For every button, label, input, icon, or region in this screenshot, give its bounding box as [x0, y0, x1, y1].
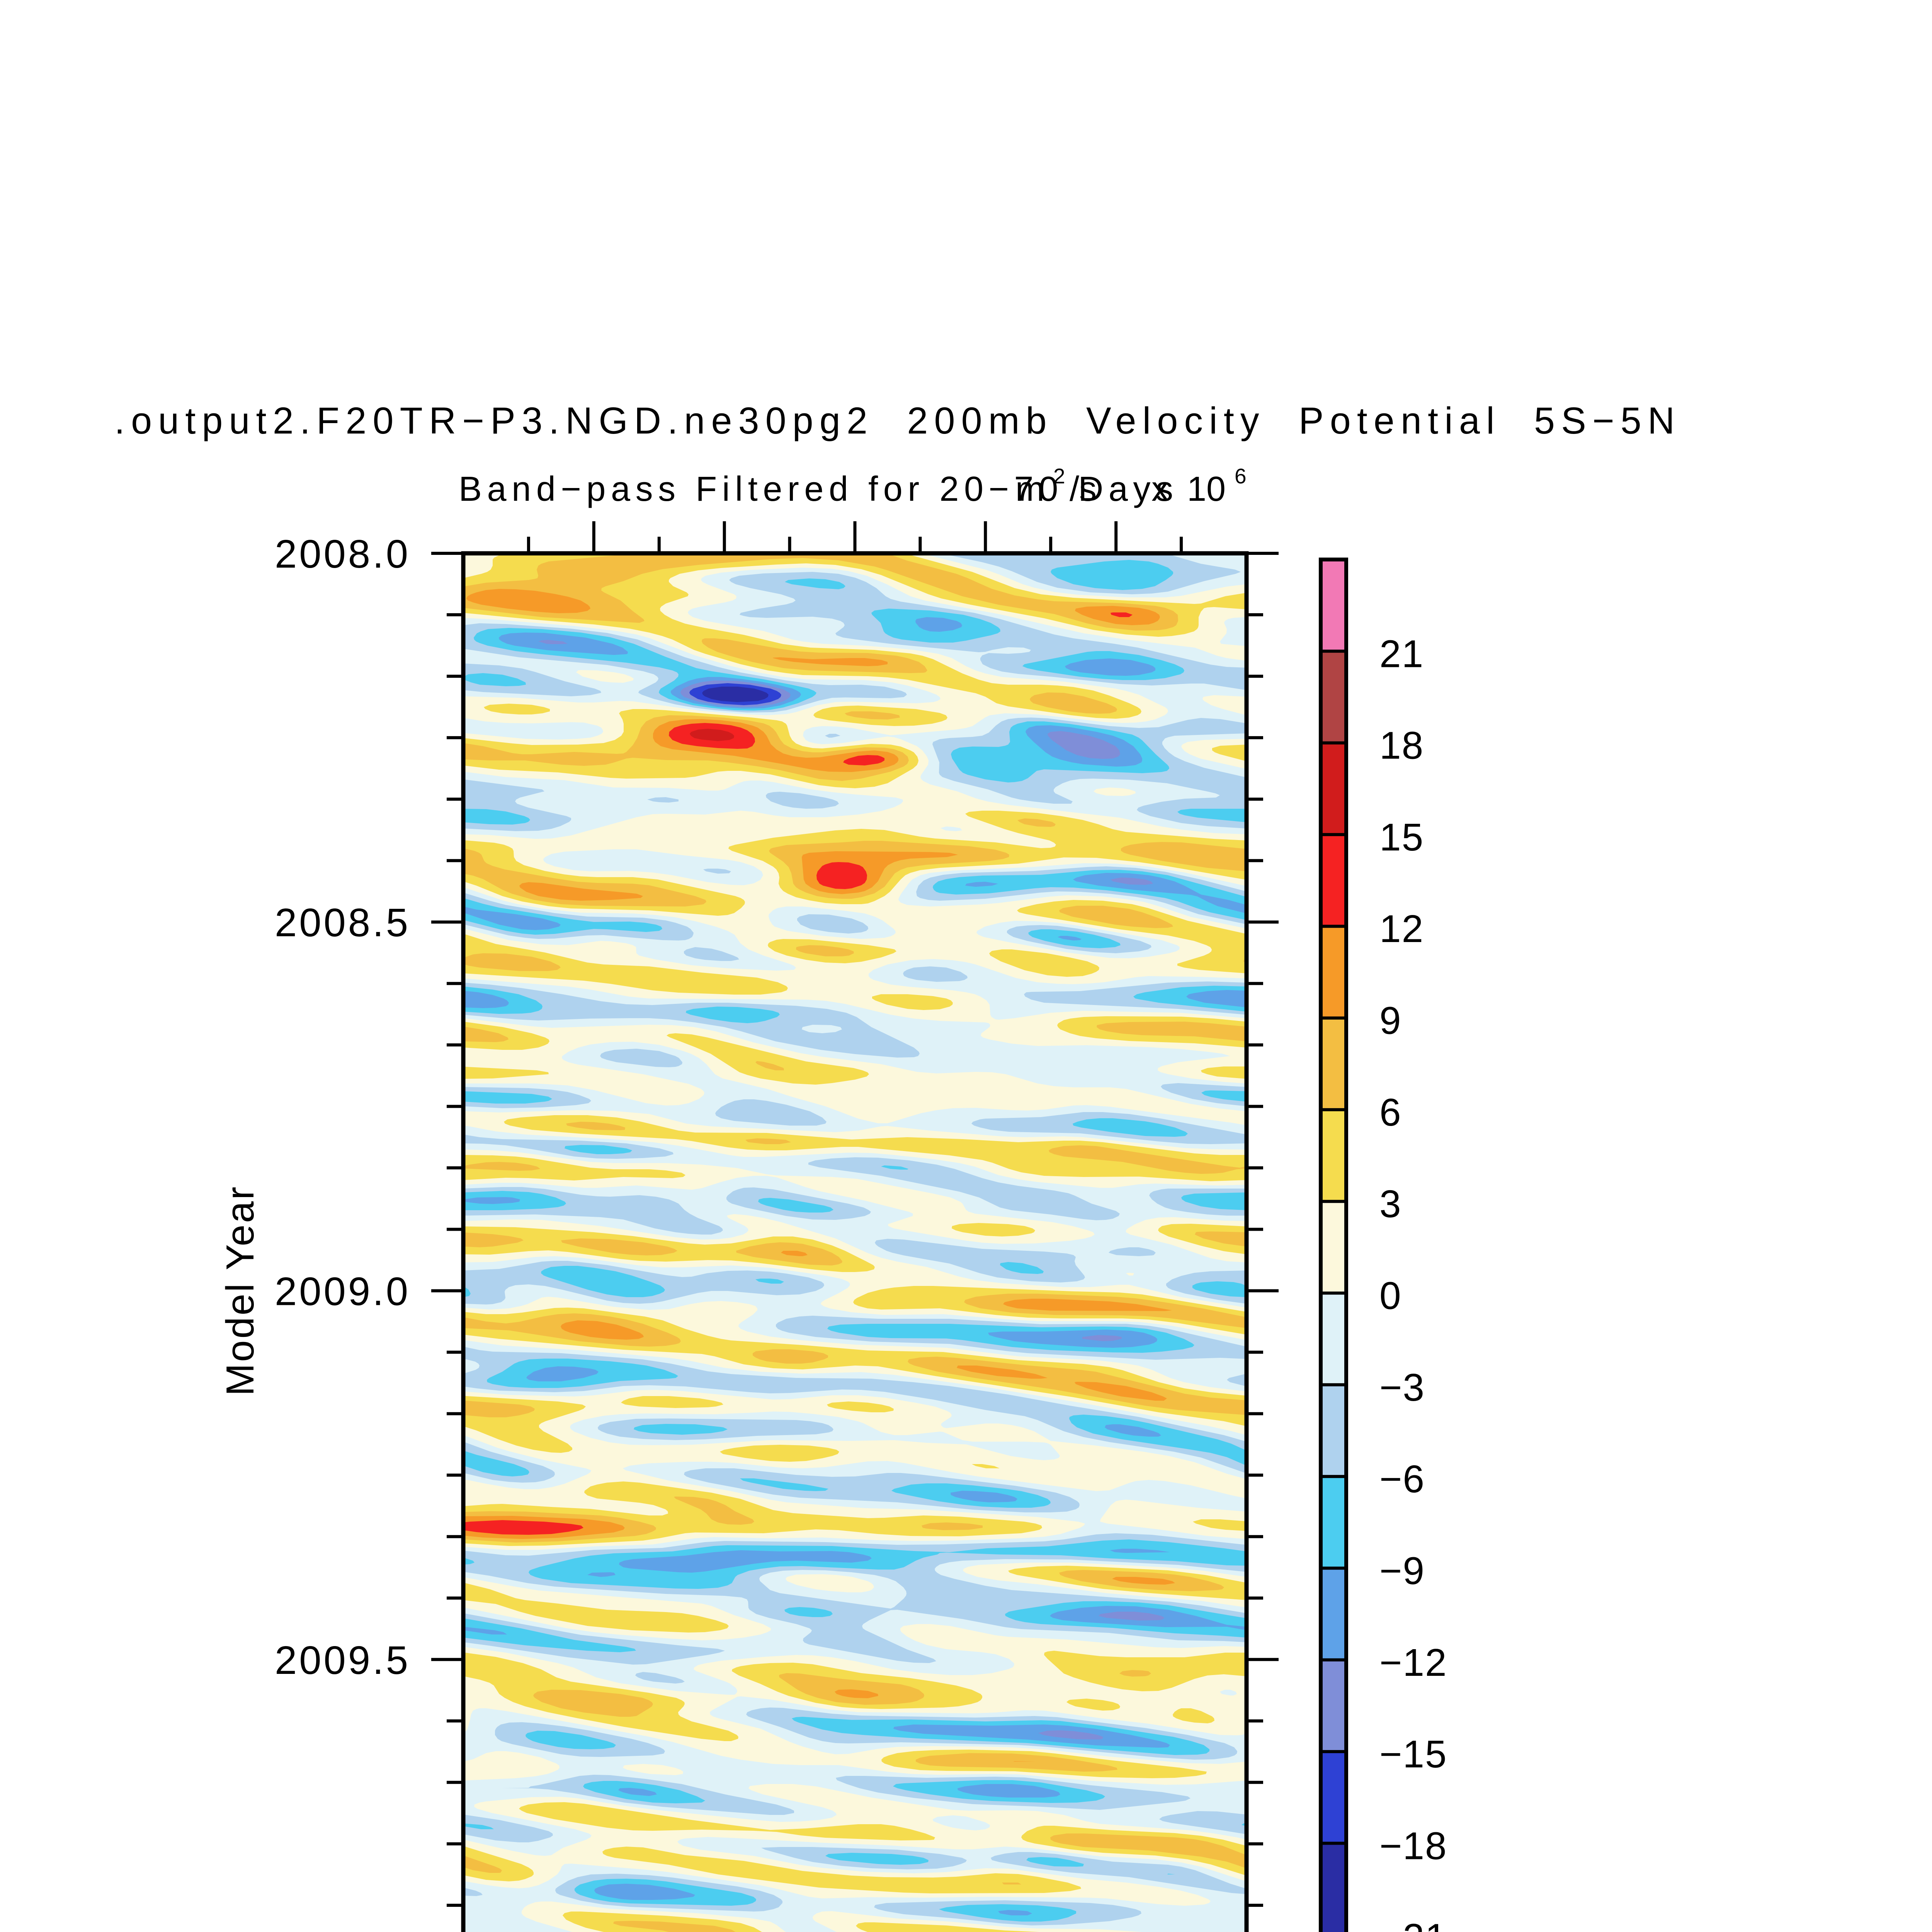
svg-text:−15: −15	[1379, 1733, 1447, 1776]
svg-text:9: 9	[1379, 999, 1402, 1043]
svg-text:−6: −6	[1379, 1458, 1425, 1501]
svg-text:21: 21	[1379, 632, 1424, 675]
svg-text:/s: /s	[1070, 470, 1097, 509]
svg-text:15: 15	[1379, 816, 1424, 859]
svg-text:2009.0: 2009.0	[275, 1269, 410, 1314]
svg-text:2009.5: 2009.5	[275, 1638, 410, 1682]
svg-text:−3: −3	[1379, 1366, 1425, 1409]
svg-text:Model Year: Model Year	[219, 1185, 262, 1396]
svg-text:.output2.F20TR−P3.NGD.ne30pg2: .output2.F20TR−P3.NGD.ne30pg2 200mb Velo…	[114, 400, 1675, 442]
svg-text:−12: −12	[1379, 1641, 1447, 1684]
svg-text:2008.5: 2008.5	[275, 900, 410, 945]
svg-text:2: 2	[1053, 464, 1065, 488]
svg-text:−9: −9	[1379, 1549, 1425, 1592]
svg-text:6: 6	[1379, 1091, 1402, 1134]
svg-text:x: x	[1151, 470, 1169, 509]
svg-text:3: 3	[1379, 1182, 1402, 1226]
svg-text:−21: −21	[1379, 1916, 1447, 1932]
svg-text:−18: −18	[1379, 1824, 1447, 1867]
svg-text:6: 6	[1235, 464, 1247, 488]
svg-text:18: 18	[1379, 724, 1424, 767]
svg-text:10: 10	[1187, 470, 1226, 509]
svg-text:0: 0	[1379, 1274, 1402, 1318]
svg-text:m: m	[1015, 470, 1044, 509]
svg-text:12: 12	[1379, 907, 1424, 951]
svg-text:Band−pass Filtered for 20−70 D: Band−pass Filtered for 20−70 Days	[459, 470, 1173, 509]
svg-text:2008.0: 2008.0	[275, 532, 410, 576]
